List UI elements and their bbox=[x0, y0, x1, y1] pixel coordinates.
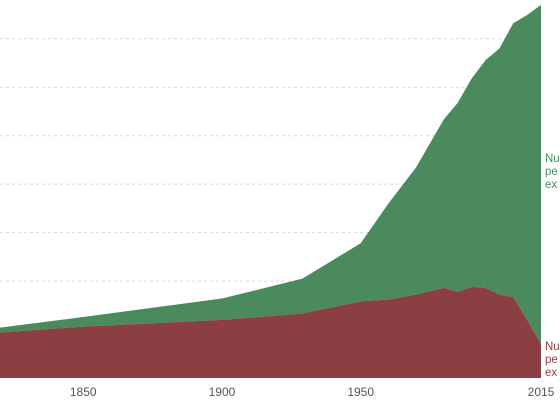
x-tick-label: 1950 bbox=[347, 385, 374, 399]
series-label: pe bbox=[545, 354, 558, 366]
gridlines bbox=[0, 38, 541, 331]
series-area-upper bbox=[0, 4, 541, 345]
series-label: ex bbox=[545, 179, 557, 191]
series-area-lower bbox=[0, 286, 541, 378]
series-label: ex bbox=[545, 367, 557, 379]
series-label: Nu bbox=[545, 153, 560, 165]
series-label: Nu bbox=[545, 341, 560, 353]
x-tick-label: 2015 bbox=[528, 385, 555, 399]
x-tick-label: 1900 bbox=[209, 385, 236, 399]
x-axis-ticks: 1850 1900 1950 2015 bbox=[70, 385, 555, 399]
x-tick-label: 1850 bbox=[70, 385, 97, 399]
series-label: pe bbox=[545, 166, 558, 178]
chart-areas bbox=[0, 4, 541, 378]
